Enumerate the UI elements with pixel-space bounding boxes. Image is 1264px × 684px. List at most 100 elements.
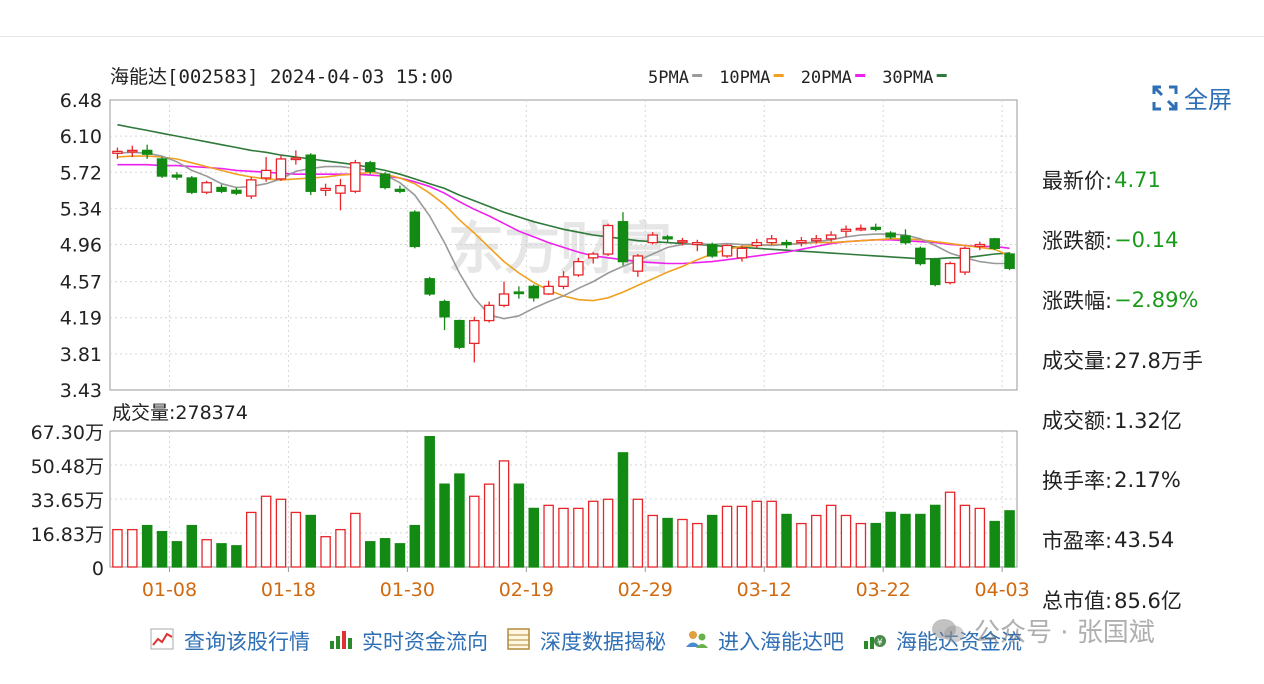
price-tick-label: 4.96 — [60, 235, 102, 257]
quick-link[interactable]: 进入海能达吧 — [684, 626, 844, 656]
volume-bar — [141, 524, 153, 568]
legend-label: 10PMA — [719, 68, 770, 88]
stat-row: 成交量: 27.8万手 — [1042, 330, 1262, 390]
candle-body — [677, 240, 688, 243]
volume-bar — [513, 483, 525, 568]
candle — [201, 180, 212, 195]
candle-body — [647, 234, 658, 244]
wechat-icon — [932, 618, 964, 642]
candle — [915, 246, 926, 266]
date-label: 01-18 — [261, 579, 316, 601]
date-label: 02-29 — [618, 579, 673, 601]
stat-label: 成交额: — [1042, 409, 1113, 433]
volume-tick-label: 33.65万 — [31, 490, 104, 512]
footer-watermark: 公众号 · 张国斌 — [930, 612, 1155, 649]
quick-links-bar: 查询该股行情 实时资金流向 深度数据揭秘 进入海能达吧 ¥ 海能达资金流 — [150, 626, 1022, 656]
candle — [721, 244, 733, 258]
quick-link[interactable]: 深度数据揭秘 — [506, 626, 666, 656]
volume-bar — [171, 541, 183, 568]
volume-bar — [766, 500, 777, 568]
volume-bar — [974, 507, 986, 568]
candle — [350, 159, 361, 194]
legend-swatch — [692, 74, 703, 77]
volume-bar — [483, 483, 495, 568]
candle-body — [706, 243, 718, 257]
volume-bar — [959, 504, 971, 568]
candle — [379, 172, 391, 190]
quick-link[interactable]: 实时资金流向 — [328, 626, 488, 656]
candle-body — [781, 241, 792, 246]
candle-body — [944, 262, 956, 284]
volume-bar — [617, 452, 629, 568]
volume-bar — [706, 514, 718, 568]
candle — [900, 229, 911, 245]
candle-body — [1004, 253, 1015, 269]
candle-body — [498, 293, 510, 307]
candle-body — [245, 179, 257, 197]
volume-bar — [1004, 510, 1015, 568]
candle-body — [186, 177, 198, 193]
candle — [528, 284, 540, 302]
candle — [216, 184, 227, 194]
candle-body — [454, 319, 465, 348]
legend-label: 5PMA — [648, 68, 689, 88]
volume-bar — [424, 436, 435, 568]
candle-body — [959, 247, 971, 273]
stat-value: 2.17% — [1114, 468, 1181, 492]
candle — [305, 153, 316, 196]
volume-bar — [231, 545, 242, 568]
volume-bar — [587, 500, 599, 568]
candle — [617, 212, 629, 266]
volume-bar — [275, 498, 287, 568]
volume-bar — [602, 498, 614, 568]
candle — [141, 144, 153, 159]
fullscreen-button[interactable]: 全屏 — [1152, 80, 1232, 115]
candle-body — [602, 224, 614, 255]
candle-body — [736, 247, 748, 259]
candle — [751, 238, 763, 249]
candle-body — [855, 227, 867, 231]
candle — [989, 237, 1000, 251]
candle — [573, 257, 584, 277]
quick-link[interactable]: 查询该股行情 — [150, 626, 310, 656]
volume-bar — [498, 460, 510, 568]
candle-body — [662, 236, 673, 240]
legend-label: 20PMA — [801, 68, 852, 88]
price-tick-label: 5.72 — [60, 162, 102, 184]
volume-bar — [647, 514, 658, 568]
line-chart-icon — [150, 627, 176, 656]
candle — [811, 235, 822, 244]
candle-body — [528, 285, 540, 299]
candle — [454, 319, 465, 350]
candle — [944, 261, 956, 285]
ma5-line — [117, 151, 1010, 320]
money-flow-icon: ¥ — [862, 627, 888, 656]
candle — [692, 239, 703, 252]
quick-link[interactable]: ¥ 海能达资金流 — [862, 626, 1022, 656]
table-icon — [506, 627, 532, 656]
volume-tick-label: 50.48万 — [31, 456, 104, 478]
candle — [483, 301, 495, 323]
volume-bar — [825, 504, 837, 568]
date-label: 01-30 — [380, 579, 435, 601]
candle-body — [424, 278, 435, 295]
candle-body — [439, 300, 450, 318]
date-label: 03-22 — [856, 579, 911, 601]
candle — [335, 178, 346, 211]
stat-value: 4.71 — [1114, 168, 1161, 192]
volume-bar — [543, 504, 554, 568]
candle-body — [156, 158, 168, 177]
candle — [825, 231, 837, 242]
candle-body — [469, 319, 480, 345]
candle-body — [350, 162, 361, 192]
volume-bar — [201, 539, 212, 568]
stat-label: 成交量: — [1042, 349, 1113, 373]
stat-row: 成交额: 1.32亿 — [1042, 390, 1262, 450]
volume-bar — [870, 522, 882, 568]
quick-link-label: 进入海能达吧 — [718, 630, 844, 654]
candle — [513, 286, 525, 299]
price-tick-label: 4.57 — [60, 272, 102, 294]
stat-row: 总市值: 85.6亿 — [1042, 570, 1262, 630]
stat-label: 总市值: — [1042, 589, 1113, 613]
candle-body — [751, 241, 763, 247]
